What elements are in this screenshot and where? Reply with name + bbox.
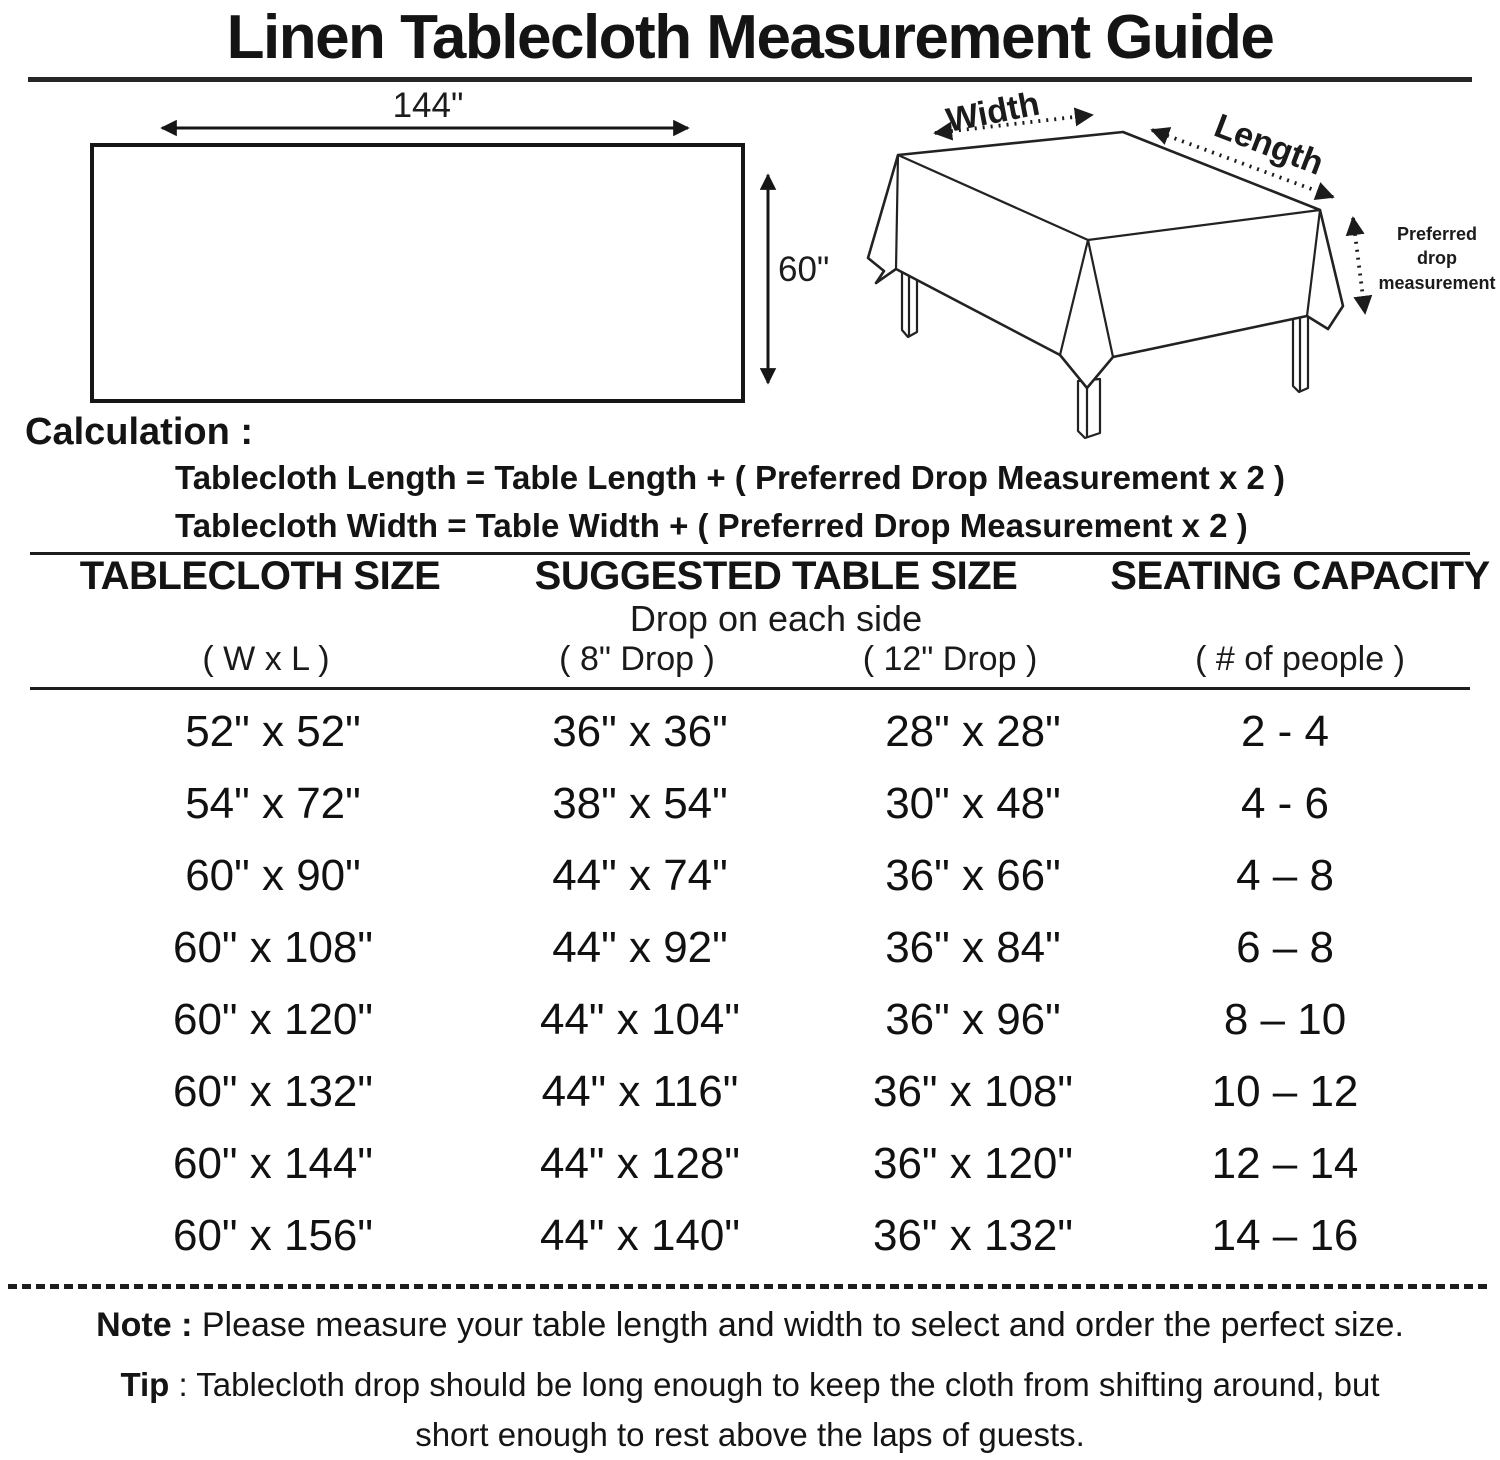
cloth-fold-lines [894, 153, 1322, 359]
tablecloth-length-dimension: 144" [392, 86, 464, 125]
table-row: 60" x 90" 44" x 74" 36" x 66" 4 – 8 [0, 840, 1500, 912]
subheader-w-x-l: ( W x L ) [202, 640, 330, 678]
cell-seating: 4 – 8 [1236, 851, 1334, 900]
cell-seating: 14 – 16 [1211, 1211, 1359, 1260]
table-illustration: Width Length Preferred drop measurement [866, 85, 1496, 440]
subheader-12in-drop: ( 12" Drop ) [862, 640, 1038, 678]
note-line: Note : Please measure your table length … [0, 1306, 1500, 1345]
cell-12in-drop: 36" x 108" [872, 1067, 1074, 1116]
svg-text:Preferred: Preferred [1397, 224, 1477, 244]
horizontal-dimension-arrow [160, 119, 690, 137]
table-row: 52" x 52" 36" x 36" 28" x 28" 2 - 4 [0, 696, 1500, 768]
calculation-width-formula: Tablecloth Width = Table Width + ( Prefe… [175, 507, 1248, 544]
cell-8in-drop: 44" x 92" [552, 923, 728, 972]
cell-8in-drop: 44" x 128" [539, 1139, 741, 1188]
svg-text:drop: drop [1417, 248, 1457, 268]
tip-text-1: : Tablecloth drop should be long enough … [178, 1366, 1380, 1403]
cell-tablecloth-size: 52" x 52" [185, 707, 361, 756]
cell-8in-drop: 44" x 104" [539, 995, 741, 1044]
cell-12in-drop: 36" x 120" [872, 1139, 1074, 1188]
cell-8in-drop: 38" x 54" [552, 779, 728, 828]
cell-seating: 10 – 12 [1211, 1067, 1359, 1116]
cell-tablecloth-size: 60" x 144" [172, 1139, 374, 1188]
tip-line-1: Tip : Tablecloth drop should be long eno… [0, 1366, 1500, 1404]
drop-measurement-arrow [1345, 216, 1373, 315]
title-divider [28, 77, 1472, 82]
cell-12in-drop: 36" x 84" [885, 923, 1061, 972]
table-row: 60" x 120" 44" x 104" 36" x 96" 8 – 10 [0, 984, 1500, 1056]
tip-line-2: short enough to rest above the laps of g… [415, 1416, 1085, 1453]
cell-seating: 6 – 8 [1236, 923, 1334, 972]
column-header-tablecloth-size: TABLECLOTH SIZE [79, 554, 441, 598]
cell-12in-drop: 28" x 28" [885, 707, 1061, 756]
table-top-rule [30, 552, 1470, 555]
column-header-suggested-table-size: SUGGESTED TABLE SIZE [534, 554, 1018, 598]
subheader-8in-drop: ( 8" Drop ) [559, 640, 715, 678]
table-row: 60" x 156" 44" x 140" 36" x 132" 14 – 16 [0, 1200, 1500, 1272]
table-legs [900, 257, 1310, 440]
cell-tablecloth-size: 60" x 108" [172, 923, 374, 972]
cell-tablecloth-size: 60" x 120" [172, 995, 374, 1044]
drop-on-each-side-note: Drop on each side [629, 598, 923, 639]
table-row: 60" x 132" 44" x 116" 36" x 108" 10 – 12 [0, 1056, 1500, 1128]
calculation-length-formula: Tablecloth Length = Table Length + ( Pre… [175, 459, 1285, 496]
note-text: Please measure your table length and wid… [201, 1306, 1404, 1344]
size-table: 52" x 52" 36" x 36" 28" x 28" 2 - 4 54" … [0, 696, 1500, 1272]
cell-seating: 2 - 4 [1240, 707, 1330, 756]
table-row: 54" x 72" 38" x 54" 30" x 48" 4 - 6 [0, 768, 1500, 840]
vertical-dimension-arrow [759, 173, 777, 385]
cell-8in-drop: 44" x 116" [541, 1067, 739, 1116]
subheader-people: ( # of people ) [1195, 640, 1405, 678]
length-axis-arrow [1150, 127, 1335, 200]
tip-label: Tip [120, 1366, 170, 1403]
cell-tablecloth-size: 60" x 156" [172, 1211, 374, 1260]
cell-8in-drop: 36" x 36" [552, 707, 728, 756]
page-title: Linen Tablecloth Measurement Guide [226, 3, 1275, 72]
svg-text:measurement: measurement [1378, 273, 1495, 293]
tablecloth-width-dimension: 60" [778, 250, 830, 289]
cell-seating: 12 – 14 [1211, 1139, 1359, 1188]
drop-measurement-caption: Preferred drop measurement [1378, 224, 1495, 293]
tablecloth-rectangle [90, 143, 745, 403]
tablecloth-drape [866, 130, 1345, 390]
length-axis-label: Length [1209, 107, 1328, 183]
calculation-heading: Calculation : [25, 411, 254, 453]
cell-tablecloth-size: 60" x 132" [172, 1067, 374, 1116]
cell-12in-drop: 36" x 96" [885, 995, 1061, 1044]
note-label: Note : [96, 1306, 193, 1344]
cell-tablecloth-size: 54" x 72" [185, 779, 361, 828]
cell-8in-drop: 44" x 74" [552, 851, 728, 900]
column-header-seating-capacity: SEATING CAPACITY [1110, 554, 1490, 598]
cell-12in-drop: 36" x 66" [885, 851, 1061, 900]
cell-seating: 8 – 10 [1223, 995, 1347, 1044]
dashed-divider [8, 1284, 1492, 1289]
cell-8in-drop: 44" x 140" [539, 1211, 741, 1260]
cell-12in-drop: 30" x 48" [885, 779, 1061, 828]
width-axis-label: Width [943, 85, 1043, 140]
table-row: 60" x 108" 44" x 92" 36" x 84" 6 – 8 [0, 912, 1500, 984]
cell-seating: 4 - 6 [1240, 779, 1330, 828]
cell-tablecloth-size: 60" x 90" [185, 851, 361, 900]
table-header-rule [30, 687, 1470, 690]
cell-12in-drop: 36" x 132" [872, 1211, 1074, 1260]
table-row: 60" x 144" 44" x 128" 36" x 120" 12 – 14 [0, 1128, 1500, 1200]
